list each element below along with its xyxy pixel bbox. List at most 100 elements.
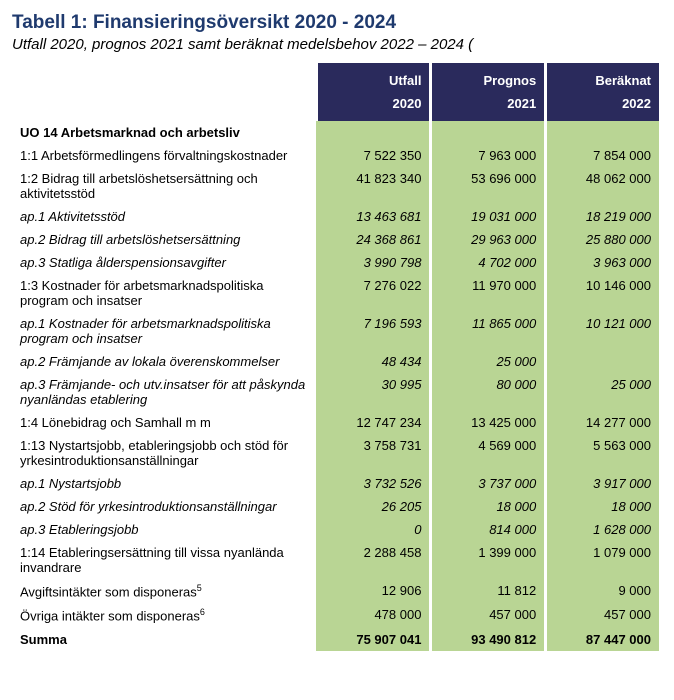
table-row: Övriga intäkter som disponeras6478 00045… — [12, 603, 661, 627]
cell-value: 3 963 000 — [546, 251, 661, 274]
table-row: 1:1 Arbetsförmedlingens förvaltningskost… — [12, 144, 661, 167]
cell-value: 7 963 000 — [431, 144, 546, 167]
table-row: ap.2 Stöd för yrkesintroduktionsanställn… — [12, 495, 661, 518]
header-blank-bot — [12, 92, 316, 121]
table-row: 1:2 Bidrag till arbetslöshetsersättning … — [12, 167, 661, 205]
row-label: ap.1 Kostnader för arbetsmarknadspolitis… — [12, 312, 316, 350]
row-label: ap.3 Etableringsjobb — [12, 518, 316, 541]
row-label: ap.3 Främjande- och utv.insatser för att… — [12, 373, 316, 411]
cell-value: 48 434 — [316, 350, 431, 373]
table-row: ap.3 Främjande- och utv.insatser för att… — [12, 373, 661, 411]
cell-value: 75 907 041 — [316, 628, 431, 651]
row-label: UO 14 Arbetsmarknad och arbetsliv — [12, 121, 316, 144]
financing-table: Utfall Prognos Beräknat 2020 2021 2022 U… — [12, 63, 662, 651]
table-subtitle: Utfall 2020, prognos 2021 samt beräknat … — [12, 36, 662, 53]
cell-value: 18 000 — [431, 495, 546, 518]
header-col-0-bot: 2020 — [316, 92, 431, 121]
cell-value: 7 196 593 — [316, 312, 431, 350]
table-row: Avgiftsintäkter som disponeras512 90611 … — [12, 579, 661, 603]
cell-value: 1 628 000 — [546, 518, 661, 541]
cell-value: 25 000 — [431, 350, 546, 373]
row-label: 1:1 Arbetsförmedlingens förvaltningskost… — [12, 144, 316, 167]
table-row: 1:3 Kostnader för arbetsmarknadspolitisk… — [12, 274, 661, 312]
table-row: ap.1 Kostnader för arbetsmarknadspolitis… — [12, 312, 661, 350]
cell-value: 7 854 000 — [546, 144, 661, 167]
cell-value: 3 917 000 — [546, 472, 661, 495]
header-col-2-top: Beräknat — [546, 63, 661, 92]
cell-value: 48 062 000 — [546, 167, 661, 205]
table-row: Summa75 907 04193 490 81287 447 000 — [12, 628, 661, 651]
cell-value: 12 747 234 — [316, 411, 431, 434]
cell-value: 87 447 000 — [546, 628, 661, 651]
cell-value — [431, 121, 546, 144]
row-label: Övriga intäkter som disponeras6 — [12, 603, 316, 627]
row-label: 1:4 Lönebidrag och Samhall m m — [12, 411, 316, 434]
table-row: 1:4 Lönebidrag och Samhall m m12 747 234… — [12, 411, 661, 434]
header-col-2-bot: 2022 — [546, 92, 661, 121]
cell-value — [316, 121, 431, 144]
cell-value: 11 970 000 — [431, 274, 546, 312]
cell-value: 80 000 — [431, 373, 546, 411]
table-row: ap.3 Etableringsjobb0814 0001 628 000 — [12, 518, 661, 541]
cell-value: 18 000 — [546, 495, 661, 518]
table-row: ap.1 Nystartsjobb3 732 5263 737 0003 917… — [12, 472, 661, 495]
row-label: ap.2 Stöd för yrkesintroduktionsanställn… — [12, 495, 316, 518]
cell-value: 10 121 000 — [546, 312, 661, 350]
row-label: Summa — [12, 628, 316, 651]
cell-value: 0 — [316, 518, 431, 541]
cell-value: 24 368 861 — [316, 228, 431, 251]
cell-value: 5 563 000 — [546, 434, 661, 472]
row-label: ap.1 Aktivitetsstöd — [12, 205, 316, 228]
table-row: 1:13 Nystartsjobb, etableringsjobb och s… — [12, 434, 661, 472]
cell-value: 1 079 000 — [546, 541, 661, 579]
cell-value: 457 000 — [431, 603, 546, 627]
row-label: 1:13 Nystartsjobb, etableringsjobb och s… — [12, 434, 316, 472]
table-row: ap.1 Aktivitetsstöd13 463 68119 031 0001… — [12, 205, 661, 228]
cell-value: 41 823 340 — [316, 167, 431, 205]
cell-value: 29 963 000 — [431, 228, 546, 251]
header-col-1-top: Prognos — [431, 63, 546, 92]
cell-value: 478 000 — [316, 603, 431, 627]
cell-value: 814 000 — [431, 518, 546, 541]
table-row: ap.2 Främjande av lokala överenskommelse… — [12, 350, 661, 373]
cell-value: 18 219 000 — [546, 205, 661, 228]
row-label: ap.2 Främjande av lokala överenskommelse… — [12, 350, 316, 373]
table-row: ap.2 Bidrag till arbetslöshetsersättning… — [12, 228, 661, 251]
row-label: ap.2 Bidrag till arbetslöshetsersättning — [12, 228, 316, 251]
header-col-0-top: Utfall — [316, 63, 431, 92]
cell-value: 11 865 000 — [431, 312, 546, 350]
table-row: 1:14 Etableringsersättning till vissa ny… — [12, 541, 661, 579]
cell-value: 25 880 000 — [546, 228, 661, 251]
cell-value — [546, 350, 661, 373]
cell-value: 25 000 — [546, 373, 661, 411]
cell-value: 3 758 731 — [316, 434, 431, 472]
cell-value: 13 463 681 — [316, 205, 431, 228]
cell-value: 12 906 — [316, 579, 431, 603]
header-blank-top — [12, 63, 316, 92]
row-label: 1:3 Kostnader för arbetsmarknadspolitisk… — [12, 274, 316, 312]
row-label: Avgiftsintäkter som disponeras5 — [12, 579, 316, 603]
cell-value: 1 399 000 — [431, 541, 546, 579]
cell-value: 7 522 350 — [316, 144, 431, 167]
cell-value: 7 276 022 — [316, 274, 431, 312]
footnote-ref: 5 — [197, 583, 202, 593]
table-header: Utfall Prognos Beräknat 2020 2021 2022 — [12, 63, 661, 121]
cell-value: 3 990 798 — [316, 251, 431, 274]
cell-value: 2 288 458 — [316, 541, 431, 579]
cell-value: 3 732 526 — [316, 472, 431, 495]
table-body: UO 14 Arbetsmarknad och arbetsliv1:1 Arb… — [12, 121, 661, 651]
cell-value: 4 569 000 — [431, 434, 546, 472]
row-label: ap.1 Nystartsjobb — [12, 472, 316, 495]
row-label: 1:2 Bidrag till arbetslöshetsersättning … — [12, 167, 316, 205]
cell-value: 53 696 000 — [431, 167, 546, 205]
cell-value: 26 205 — [316, 495, 431, 518]
cell-value: 457 000 — [546, 603, 661, 627]
cell-value: 11 812 — [431, 579, 546, 603]
header-col-1-bot: 2021 — [431, 92, 546, 121]
cell-value: 4 702 000 — [431, 251, 546, 274]
cell-value: 3 737 000 — [431, 472, 546, 495]
footnote-ref: 6 — [200, 607, 205, 617]
cell-value: 30 995 — [316, 373, 431, 411]
cell-value: 93 490 812 — [431, 628, 546, 651]
cell-value: 10 146 000 — [546, 274, 661, 312]
